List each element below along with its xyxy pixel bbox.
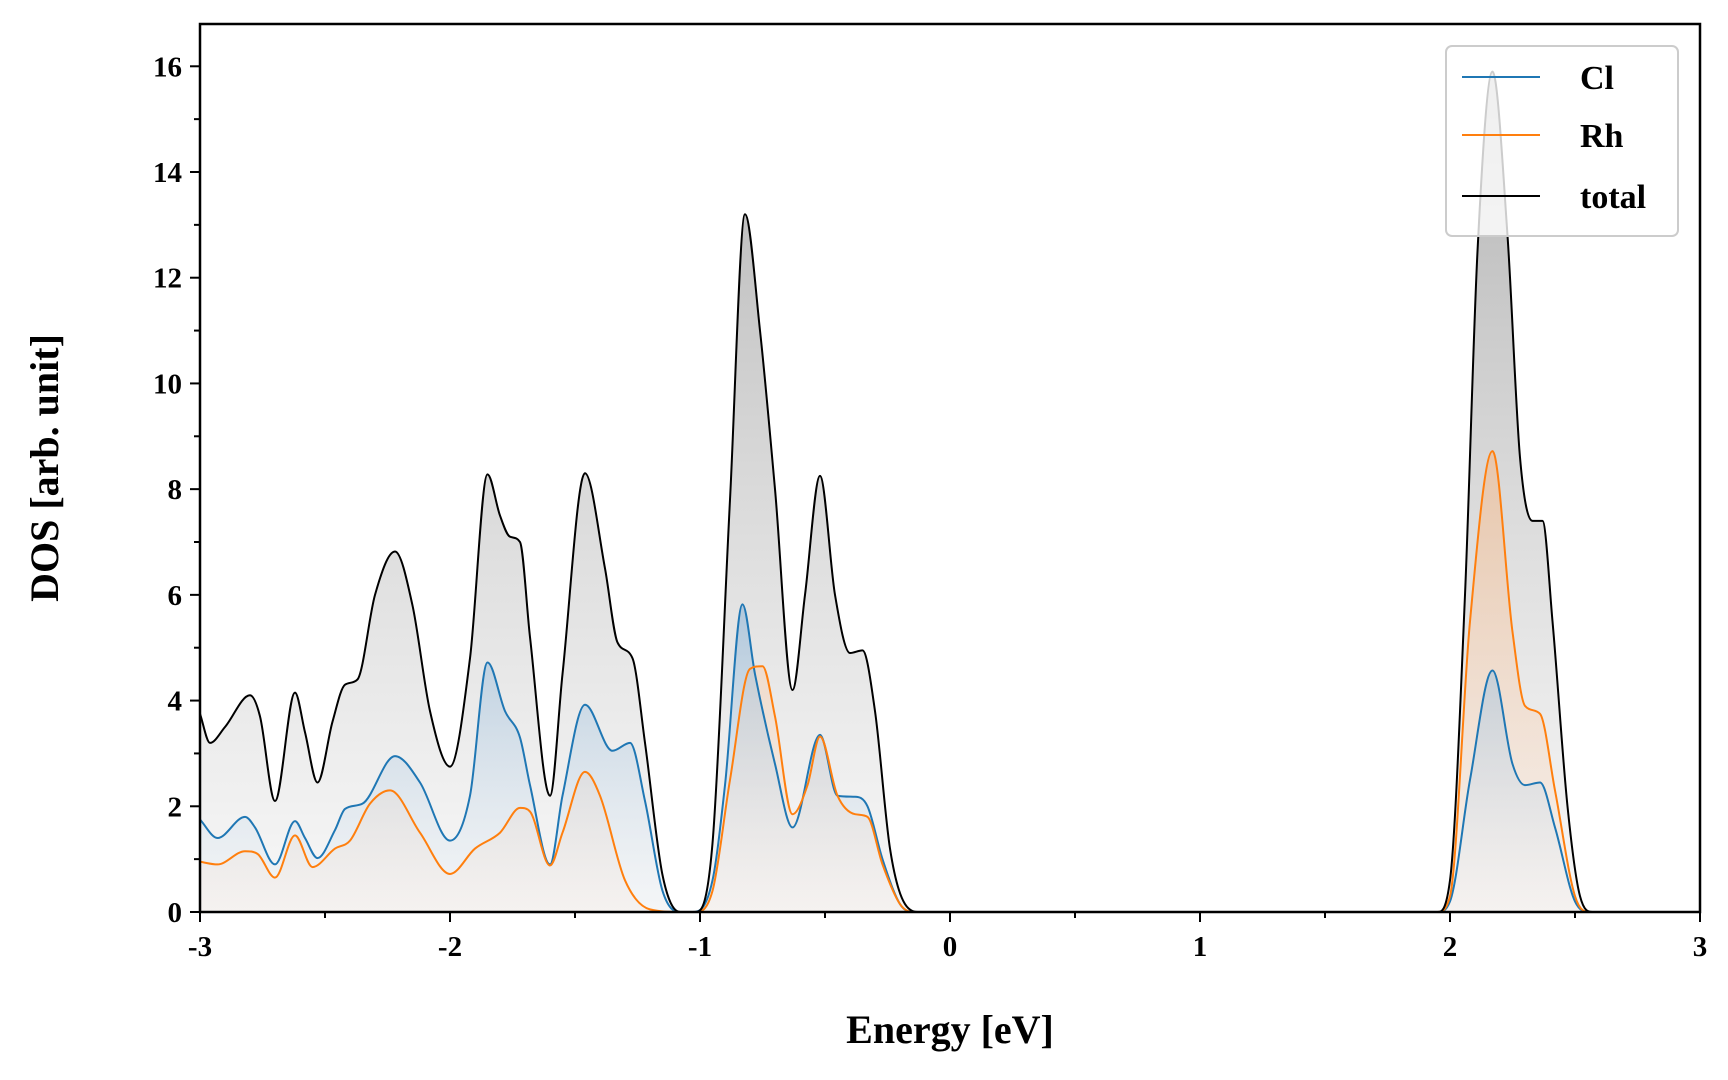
y-tick-label: 8: [168, 474, 183, 506]
x-axis: -3 -2 -1 0 1 2 3: [188, 912, 1707, 963]
legend-label-cl: Cl: [1580, 60, 1614, 97]
legend-label-total: total: [1580, 179, 1646, 216]
y-tick-label: 10: [153, 368, 182, 400]
y-tick-label: 16: [153, 51, 182, 83]
x-axis-title: Energy [eV]: [846, 1007, 1054, 1052]
y-tick-label: 14: [153, 157, 182, 189]
series-line-cl: [200, 603, 1700, 912]
legend-box: [1445, 45, 1679, 237]
x-tick-label: 1: [1193, 931, 1208, 963]
area-fills: [200, 71, 1700, 912]
legend-label-rh: Rh: [1580, 118, 1624, 155]
legend: Cl Rh total: [1445, 45, 1679, 237]
x-tick-label: 0: [943, 931, 958, 963]
x-tick-label: -1: [688, 931, 712, 963]
y-tick-label: 2: [168, 791, 183, 823]
y-tick-label: 12: [153, 263, 182, 295]
y-axis: 0 2 4 6 8 10 12 14 16: [153, 51, 200, 929]
area-fill-cl: [200, 604, 1700, 912]
x-tick-label: -3: [188, 931, 212, 963]
x-tick-label: 2: [1443, 931, 1458, 963]
series-line-rh: [200, 450, 1700, 912]
y-tick-label: 4: [168, 686, 183, 718]
y-tick-label: 6: [168, 580, 183, 612]
area-fill-total: [200, 71, 1700, 912]
x-tick-label: -2: [438, 931, 462, 963]
y-tick-label: 0: [168, 897, 183, 929]
y-axis-title: DOS [arb. unit]: [22, 334, 67, 602]
x-tick-label: 3: [1693, 931, 1708, 963]
